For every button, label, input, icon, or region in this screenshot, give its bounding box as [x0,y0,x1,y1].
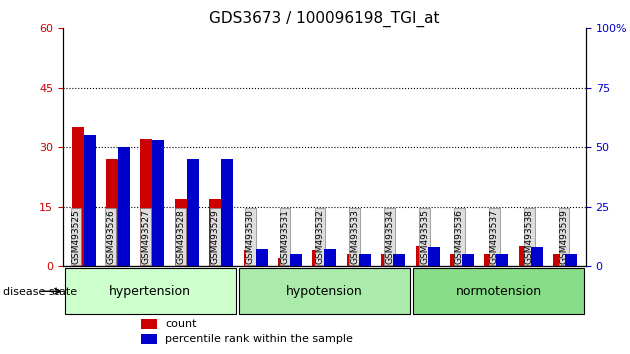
Bar [106,159,118,266]
Bar [416,246,428,266]
Text: GSM493533: GSM493533 [350,209,359,264]
Bar [519,246,531,266]
Bar [118,147,130,266]
Bar [221,159,233,266]
Bar [209,199,221,266]
FancyBboxPatch shape [413,268,584,314]
Bar [553,254,565,266]
Text: hypertension: hypertension [109,285,191,298]
Text: GSM493536: GSM493536 [455,209,464,264]
Text: GSM493538: GSM493538 [525,209,534,264]
Bar [393,254,405,266]
Bar [187,159,199,266]
Text: GSM493531: GSM493531 [280,209,290,264]
Bar [381,254,393,266]
Text: GSM493537: GSM493537 [490,209,499,264]
Text: normotension: normotension [455,285,542,298]
Bar [256,250,268,266]
Bar [141,333,157,344]
Text: count: count [165,319,197,329]
Bar [312,250,324,266]
Text: GSM493527: GSM493527 [141,209,150,264]
FancyBboxPatch shape [65,268,236,314]
Bar [152,140,164,266]
Text: GSM493535: GSM493535 [420,209,429,264]
Text: GSM493526: GSM493526 [106,209,115,264]
Bar [484,254,496,266]
Bar [531,247,543,266]
Bar [428,247,440,266]
Text: percentile rank within the sample: percentile rank within the sample [165,333,353,344]
Text: GSM493528: GSM493528 [176,209,185,264]
Text: GSM493530: GSM493530 [246,209,255,264]
Bar [72,127,84,266]
Text: GSM493532: GSM493532 [316,209,324,264]
FancyBboxPatch shape [239,268,410,314]
Bar [244,250,256,266]
Bar [175,199,187,266]
Text: GSM493539: GSM493539 [559,209,568,264]
Bar [278,258,290,266]
Bar [359,254,371,266]
Bar [84,135,96,266]
Text: disease state: disease state [3,287,77,297]
Bar [324,250,336,266]
Bar [141,319,157,329]
Bar [565,254,577,266]
Text: GSM493525: GSM493525 [71,209,81,264]
Bar [496,254,508,266]
Text: GSM493529: GSM493529 [211,209,220,264]
Title: GDS3673 / 100096198_TGI_at: GDS3673 / 100096198_TGI_at [209,11,440,27]
Bar [462,254,474,266]
Bar [140,139,152,266]
Text: hypotension: hypotension [286,285,363,298]
Text: GSM493534: GSM493534 [385,209,394,264]
Bar [450,254,462,266]
Bar [346,254,359,266]
Bar [290,254,302,266]
